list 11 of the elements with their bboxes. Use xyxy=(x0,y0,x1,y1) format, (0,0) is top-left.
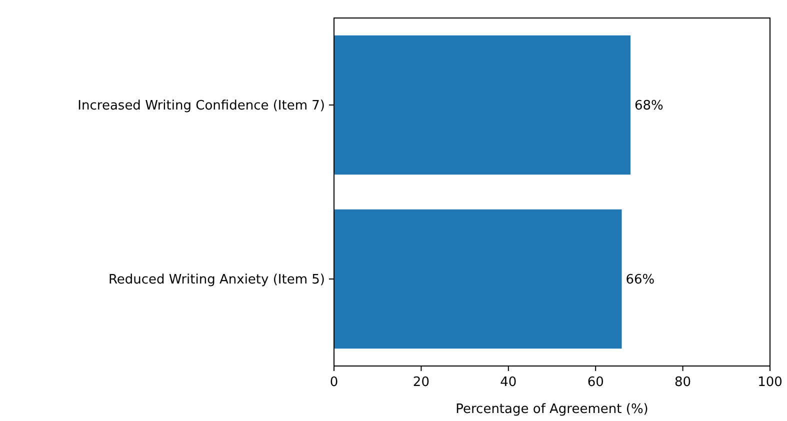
x-tick-label: 0 xyxy=(330,375,338,390)
x-tick-label: 60 xyxy=(587,375,604,390)
y-tick-label: Reduced Writing Anxiety (Item 5) xyxy=(108,272,325,288)
x-tick-label: 20 xyxy=(412,375,430,390)
x-axis-title: Percentage of Agreement (%) xyxy=(456,402,648,417)
data-label: 66% xyxy=(626,272,655,288)
x-tick-label: 100 xyxy=(758,375,782,390)
data-label: 68% xyxy=(634,98,664,114)
y-tick-label: Increased Writing Confidence (Item 7) xyxy=(78,98,325,114)
x-tick-label: 40 xyxy=(500,375,517,390)
x-tick-label: 80 xyxy=(674,375,692,390)
